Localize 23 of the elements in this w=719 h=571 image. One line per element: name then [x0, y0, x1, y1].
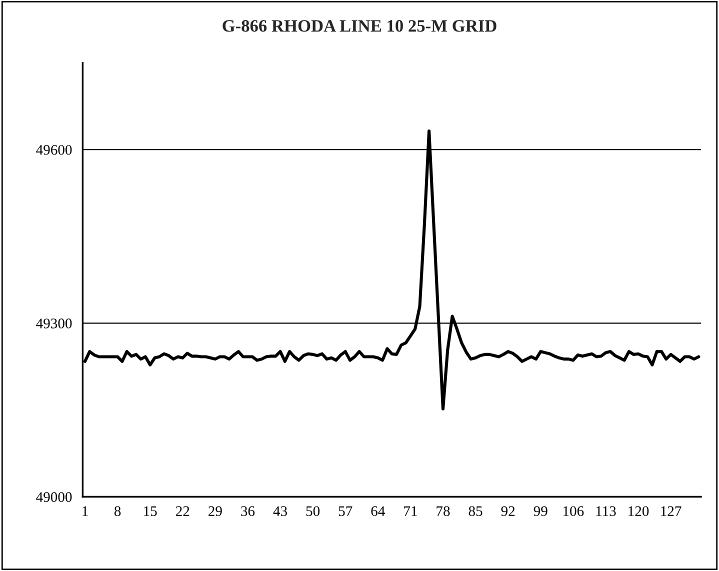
y-tick-label: 49300	[36, 318, 72, 328]
x-tick-label: 78	[436, 506, 450, 516]
x-tick-label: 36	[241, 506, 255, 516]
x-tick-label: 64	[371, 506, 385, 516]
x-tick-label: 71	[404, 506, 417, 516]
x-tick-label: 29	[208, 506, 222, 516]
x-tick-label: 22	[176, 506, 190, 516]
x-tick-label: 57	[338, 506, 352, 516]
x-tick-label: 99	[534, 506, 548, 516]
y-tick-label: 49000	[36, 492, 72, 502]
x-tick-label: 85	[468, 506, 482, 516]
x-tick-label: 127	[661, 506, 682, 516]
x-tick-label: 113	[596, 506, 616, 516]
x-tick-label: 43	[273, 506, 287, 516]
y-tick-label: 49600	[36, 144, 72, 155]
x-tick-label: 50	[306, 506, 320, 516]
x-tick-label: 8	[114, 506, 121, 516]
x-tick-label: 1	[82, 506, 88, 516]
x-tick-label: 92	[501, 506, 515, 516]
x-tick-label: 120	[628, 506, 649, 516]
chart-title: G-866 RHODA LINE 10 25-M GRID	[222, 20, 496, 32]
x-tick-label: 106	[564, 506, 584, 516]
x-tick-label: 15	[144, 506, 157, 516]
